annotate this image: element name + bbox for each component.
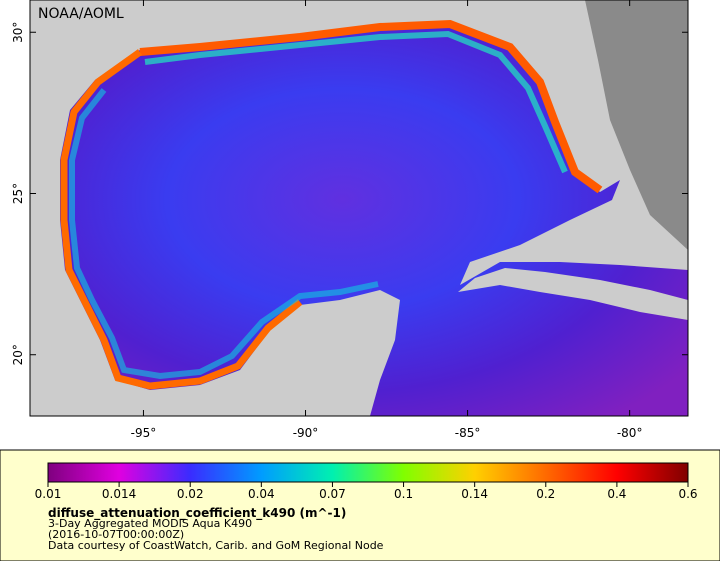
atlantic-mask bbox=[585, 0, 688, 250]
colorbar-tick-label: 0.02 bbox=[177, 487, 204, 501]
legend-line: Data courtesy of CoastWatch, Carib. and … bbox=[48, 539, 384, 552]
ocean bbox=[60, 22, 688, 416]
colorbar-tick-label: 0.01 bbox=[35, 487, 62, 501]
colorbar-tick-label: 0.1 bbox=[394, 487, 413, 501]
watermark: NOAA/AOML bbox=[38, 6, 124, 22]
colorbar-tick-label: 0.014 bbox=[102, 487, 136, 501]
lon-tick-label: -80° bbox=[617, 426, 643, 440]
map-frame bbox=[29, 0, 689, 417]
cuba bbox=[458, 268, 688, 320]
map: NOAA/AOML bbox=[29, 0, 689, 417]
lat-tick-label: 30° bbox=[11, 22, 25, 43]
legend-line: 3-Day Aggregated MODIS Aqua K490 bbox=[48, 517, 252, 530]
legend-title: diffuse_attenuation_coefficient_k490 (m^… bbox=[48, 506, 346, 521]
colorbar-tick-label: 0.6 bbox=[678, 487, 697, 501]
coastal-band-west-inner bbox=[69, 88, 379, 380]
legend-line: (2016-10-07T00:00:00Z) bbox=[48, 528, 184, 541]
lat-tick-label: 20° bbox=[11, 344, 25, 365]
lon-tick-label: -90° bbox=[293, 426, 319, 440]
yucatan bbox=[300, 302, 392, 400]
lat-tick-label: 25° bbox=[11, 183, 25, 204]
lon-tick-label: -85° bbox=[455, 426, 481, 440]
colorbar bbox=[47, 462, 689, 483]
colorbar-tick-label: 0.04 bbox=[248, 487, 275, 501]
coastal-band-inner bbox=[144, 30, 568, 174]
colorbar-tick-label: 0.2 bbox=[536, 487, 555, 501]
coastal-band-west bbox=[60, 49, 303, 390]
coastal-band bbox=[139, 19, 603, 194]
colorbar-tick-label: 0.4 bbox=[607, 487, 626, 501]
lon-tick-label: -95° bbox=[131, 426, 157, 440]
colorbar-tick-label: 0.07 bbox=[319, 487, 346, 501]
colorbar-tick-label: 0.14 bbox=[461, 487, 488, 501]
